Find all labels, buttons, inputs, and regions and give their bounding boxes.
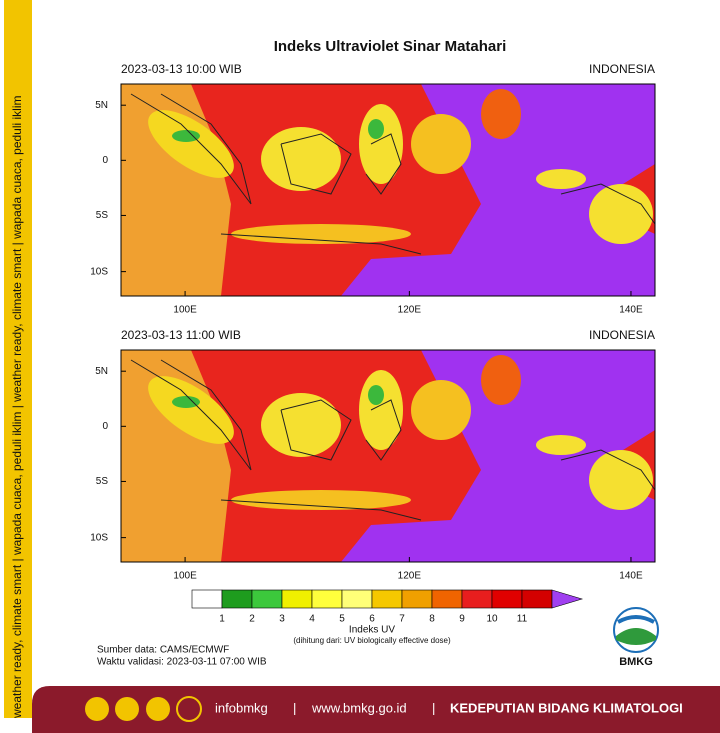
colorbar-box	[311, 589, 343, 609]
logo-mark	[613, 607, 659, 653]
colorbar-label: 10	[486, 614, 498, 625]
footer-band	[32, 686, 720, 733]
colorbar-label: 8	[429, 614, 435, 625]
footer-division: KEDEPUTIAN BIDANG KLIMATOLOGI	[450, 700, 683, 715]
side-strip	[4, 0, 32, 718]
colorbar-label: 9	[459, 614, 465, 625]
colorbar-box	[341, 589, 373, 609]
map-time: 2023-03-13 10:00 WIB	[121, 62, 242, 76]
map-time: 2023-03-13 11:00 WIB	[121, 328, 241, 342]
title: Indeks Ultraviolet Sinar Matahari	[274, 38, 507, 55]
lat-label: 5N	[95, 100, 108, 111]
uv-map	[121, 350, 655, 562]
lon-label: 120E	[398, 571, 422, 582]
footer-social[interactable]: infobmkg	[215, 700, 268, 715]
colorbar-box	[521, 589, 553, 609]
colorbar-box	[191, 589, 223, 609]
side-strip-text: weather ready, climate smart | wapada cu…	[10, 95, 24, 719]
lat-label: 5S	[96, 210, 109, 221]
map-frame	[120, 83, 656, 297]
map-region: INDONESIA	[589, 62, 655, 76]
colorbar-label: 6	[369, 614, 375, 625]
footer-separator: |	[432, 700, 435, 715]
colorbar-label: 4	[309, 614, 315, 625]
colorbar-box	[401, 589, 433, 609]
colorbar-note: (dihitung dari: UV biologically effectiv…	[293, 636, 451, 645]
colorbar-box	[371, 589, 403, 609]
colorbar-label: 5	[339, 614, 345, 625]
map-frame	[120, 349, 656, 563]
colorbar-extend	[551, 589, 584, 609]
colorbar-box	[251, 589, 283, 609]
uv-map	[121, 84, 655, 296]
footer-separator: |	[293, 700, 296, 715]
colorbar-label: 3	[279, 614, 285, 625]
colorbar-label: 7	[399, 614, 405, 625]
lon-label: 140E	[619, 571, 643, 582]
validity: Waktu validasi: 2023-03-11 07:00 WIB	[97, 657, 267, 668]
map-region: INDONESIA	[589, 328, 655, 342]
colorbar-label: 2	[249, 614, 255, 625]
colorbar-box	[461, 589, 493, 609]
lat-label: 5N	[95, 366, 108, 377]
colorbar-label: 1	[219, 614, 225, 625]
colorbar-box	[491, 589, 523, 609]
social-icons	[85, 696, 202, 722]
lon-label: 100E	[173, 571, 197, 582]
lat-label: 0	[102, 421, 108, 432]
colorbar-box	[221, 589, 253, 609]
colorbar-title: Indeks UV	[349, 625, 395, 636]
footer-website[interactable]: www.bmkg.go.id	[311, 700, 407, 715]
lat-label: 5S	[96, 476, 109, 487]
lon-label: 100E	[173, 305, 197, 316]
source: Sumber data: CAMS/ECMWF	[97, 645, 229, 656]
lat-label: 10S	[90, 266, 108, 277]
colorbar-box	[431, 589, 463, 609]
colorbar-box	[281, 589, 313, 609]
lat-label: 0	[102, 155, 108, 166]
lon-label: 140E	[619, 305, 643, 316]
lon-label: 120E	[398, 305, 422, 316]
logo-text: BMKG	[619, 656, 653, 668]
lat-label: 10S	[90, 532, 108, 543]
colorbar-label: 11	[517, 614, 528, 625]
